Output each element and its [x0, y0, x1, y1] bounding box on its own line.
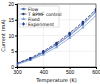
grid-line: [17, 35, 96, 36]
series-marker: [82, 21, 84, 25]
y-axis-title: Current (mA): [0, 19, 6, 52]
series-marker: [42, 50, 44, 54]
series-marker: [68, 36, 71, 39]
x-axis-line: [18, 68, 97, 70]
plot: 300 400 500 600 0 5 10 15 20 FlowT BPMF controlFi…: [8, 1, 100, 74]
x-axis: 300 400 500 600: [13, 67, 100, 75]
series-marker: [94, 14, 96, 17]
y-tick: 20: [8, 1, 17, 7]
grid-line: [69, 4, 70, 67]
x-tick-label: 500: [66, 69, 75, 75]
series-marker: [68, 32, 70, 36]
series-marker: [55, 42, 57, 46]
x-axis-title: Temperature (K): [35, 77, 76, 84]
x-tick: 300: [13, 67, 22, 75]
y-tick-label: 0: [11, 64, 14, 70]
legend-marker: [22, 13, 25, 16]
legend-label: Experiment: [28, 22, 54, 27]
y-axis: 0 5 10 15 20: [8, 1, 17, 70]
y-tick-label: 10: [8, 33, 14, 39]
series-marker: [95, 9, 96, 13]
x-tick: 500: [66, 67, 75, 75]
x-tick-label: 400: [40, 69, 49, 75]
legend: FlowT BPMF controlFixedExperiment: [19, 6, 61, 27]
legend-swatch: [21, 9, 27, 10]
grid: [17, 4, 96, 67]
legend-marker: [22, 17, 25, 20]
y-tick-mark: [15, 20, 17, 21]
y-tick: 0: [11, 64, 17, 70]
y-tick-mark: [15, 4, 17, 5]
y-tick-mark: [15, 67, 17, 68]
series-marker: [29, 57, 31, 61]
frame: [17, 4, 96, 67]
chart: 300 400 500 600 0 5 10 15 20 FlowT BPMF controlFi…: [0, 0, 100, 84]
series-marker: [17, 61, 18, 65]
x-tick-label: 600: [92, 69, 100, 75]
y-tick-label: 20: [8, 1, 14, 7]
legend-swatch: [21, 14, 27, 15]
grid-line: [17, 51, 96, 52]
y-tick-label: 5: [11, 48, 14, 54]
y-tick-mark: [15, 51, 17, 52]
legend-marker: [22, 22, 24, 26]
series-marker: [81, 26, 84, 29]
y-tick: 15: [8, 17, 17, 23]
x-tick-label: 300: [13, 69, 22, 75]
y-tick-label: 15: [8, 17, 14, 23]
y-tick: 10: [8, 33, 17, 39]
y-tick: 5: [11, 48, 17, 54]
y-tick-mark: [15, 36, 17, 37]
x-tick: 400: [40, 67, 49, 75]
x-tick: 600: [92, 67, 100, 75]
legend-marker: [22, 8, 24, 10]
